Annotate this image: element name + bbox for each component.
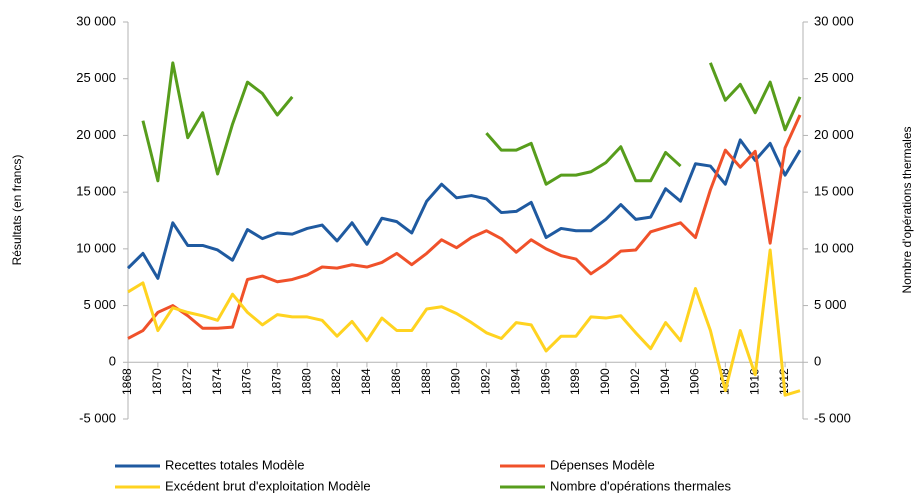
y-tick-label: 10 000 — [76, 240, 116, 255]
y-tick-label: 15 000 — [76, 184, 116, 199]
y2-tick-label: 30 000 — [814, 13, 854, 28]
series-line — [127, 114, 802, 340]
y2-tick-label: 0 — [814, 354, 821, 369]
x-tick-label: 1870 — [150, 368, 164, 395]
y-tick-label: 30 000 — [76, 13, 116, 28]
x-tick-label: 1884 — [359, 368, 373, 395]
y2-axis-title: Nombre d'opérations thermales — [900, 126, 914, 293]
series-line — [127, 248, 801, 397]
x-tick-label: 1872 — [180, 368, 194, 395]
series-line — [126, 138, 802, 280]
x-tick-label: 1906 — [688, 368, 702, 395]
legend-label: Dépenses Modèle — [550, 457, 655, 472]
x-tick-label: 1910 — [747, 368, 761, 395]
y-axis-title: Résultats (en francs) — [10, 155, 24, 266]
y-tick-label: 0 — [109, 354, 116, 369]
y2-tick-label: 25 000 — [814, 70, 854, 85]
x-tick-label: 1904 — [658, 368, 672, 395]
y-tick-label: 25 000 — [76, 70, 116, 85]
y2-tick-label: -5 000 — [814, 410, 851, 425]
x-tick-label: 1876 — [240, 368, 254, 395]
series-line — [141, 61, 802, 186]
legend-label: Nombre d'opérations thermales — [550, 478, 731, 493]
x-tick-label: 1868 — [120, 368, 134, 395]
x-tick-label: 1892 — [479, 368, 493, 395]
y2-tick-label: 20 000 — [814, 127, 854, 142]
y2-tick-label: 15 000 — [814, 184, 854, 199]
legend-label: Recettes totales Modèle — [165, 457, 304, 472]
x-tick-label: 1874 — [210, 368, 224, 395]
y2-tick-label: 5 000 — [814, 297, 847, 312]
y2-tick-label: 10 000 — [814, 240, 854, 255]
x-tick-label: 1896 — [538, 368, 552, 395]
y-tick-label: -5 000 — [79, 410, 116, 425]
x-tick-label: 1880 — [299, 368, 313, 395]
legend-label: Excédent brut d'exploitation Modèle — [165, 478, 371, 493]
x-tick-label: 1882 — [329, 368, 343, 395]
x-tick-label: 1886 — [389, 368, 403, 395]
x-tick-label: 1878 — [270, 368, 284, 395]
x-tick-label: 1900 — [598, 368, 612, 395]
y-tick-label: 20 000 — [76, 127, 116, 142]
x-tick-label: 1890 — [449, 368, 463, 395]
x-tick-label: 1898 — [568, 368, 582, 395]
y-tick-label: 5 000 — [83, 297, 116, 312]
x-tick-label: 1902 — [628, 368, 642, 395]
x-tick-label: 1888 — [419, 368, 433, 395]
x-tick-label: 1894 — [508, 368, 522, 395]
